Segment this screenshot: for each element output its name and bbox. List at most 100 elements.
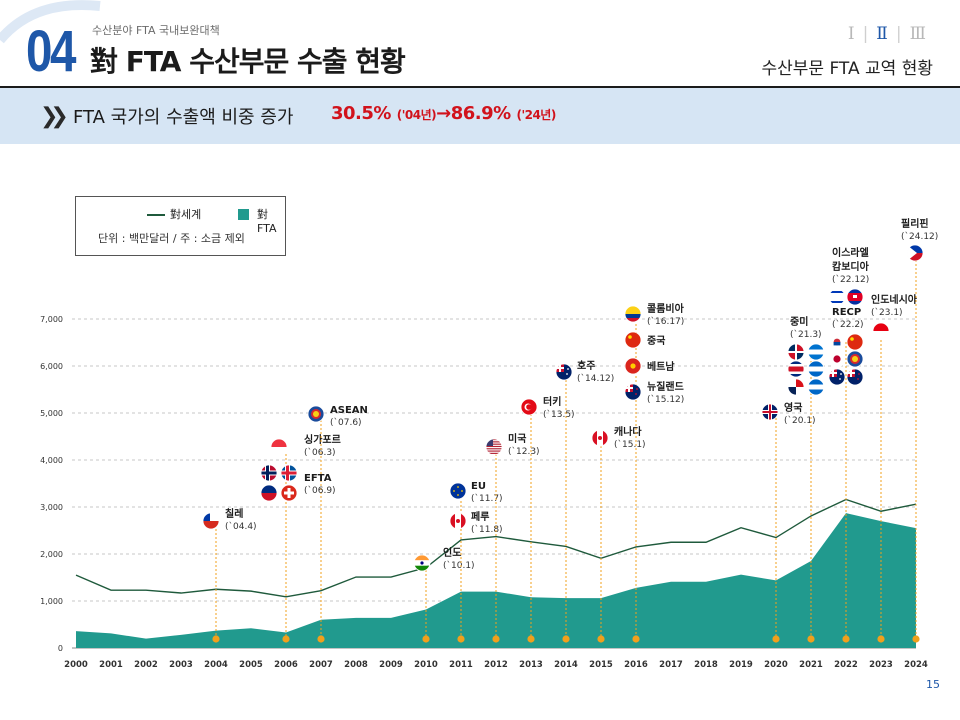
banner-text: FTA 국가의 수출액 비중 증가 — [73, 107, 294, 128]
summary-banner: ❯❯ FTA 국가의 수출액 비중 증가 30.5% ('04년)→86.9% … — [0, 88, 960, 144]
flag-icon-2010-0 — [413, 554, 431, 572]
flag-icon-2016-0 — [624, 305, 642, 323]
flag-fill — [261, 465, 277, 481]
series-area-fta — [76, 513, 916, 648]
flag-part — [625, 306, 641, 314]
section-nav: Ⅰ | Ⅱ | Ⅲ — [847, 24, 926, 44]
flag-fill — [625, 358, 641, 374]
flag-rim — [260, 464, 278, 482]
flag-rim — [846, 368, 864, 386]
flag-part — [829, 291, 845, 293]
x-tick-label: 2017 — [659, 660, 683, 670]
flag-fill — [592, 430, 608, 446]
flag-fill — [556, 364, 572, 380]
nav-roman-1[interactable]: Ⅰ — [847, 24, 855, 44]
subsection-title: 수산부문 FTA 교역 현황 — [761, 59, 933, 79]
flag-part — [566, 373, 568, 375]
flag-part — [850, 337, 854, 341]
flag-rim — [307, 405, 325, 423]
x-tick-label: 2022 — [834, 660, 858, 670]
flag-icon-2013-0 — [520, 398, 538, 416]
annotation-name: RECP — [832, 307, 861, 318]
flag-part — [832, 369, 834, 377]
flag-fill — [788, 361, 804, 377]
marker-dot — [457, 635, 465, 643]
flag-part — [313, 411, 319, 417]
chart-legend: 對세계 對FTA 단위 : 백만달러 / 주 : 소금 제외 — [75, 196, 286, 256]
flag-part — [829, 301, 845, 303]
annotation-date: (`07.6) — [330, 417, 362, 428]
flag-part — [853, 295, 857, 298]
flag-part — [598, 436, 602, 440]
flag-part — [414, 555, 430, 561]
nav-roman-3[interactable]: Ⅲ — [909, 24, 926, 44]
flag-fill — [261, 485, 277, 501]
section-number: 04 — [26, 19, 76, 84]
flag-part — [261, 471, 277, 475]
annotation-date: (`11.7) — [471, 493, 503, 504]
flag-part — [203, 513, 219, 521]
flag-part — [526, 404, 532, 410]
flag-part — [635, 393, 637, 395]
annotation-date: (`15.12) — [647, 394, 684, 405]
flag-rim — [624, 383, 642, 401]
x-tick-label: 2023 — [869, 660, 893, 670]
flag-rim — [449, 482, 467, 500]
annotation-date: (`21.3) — [790, 329, 822, 340]
annotation-name: 캐나다 — [614, 425, 642, 438]
legend-unit-note: 단위 : 백만달러 / 주 : 소금 제외 — [98, 232, 245, 245]
annotation-name: 중미 — [790, 315, 808, 328]
flag-fill — [808, 361, 824, 377]
x-tick-label: 2018 — [694, 660, 718, 670]
header-swoosh-decoration — [0, 0, 101, 44]
flag-rim — [270, 438, 288, 456]
flag-fill — [450, 483, 466, 499]
flag-part — [796, 344, 804, 352]
flag-fill — [450, 513, 466, 529]
page-number: 15 — [926, 678, 940, 691]
arrow-icon: → — [436, 103, 451, 124]
flag-icon-2004-0 — [202, 512, 220, 530]
flag-icon-2024-0 — [906, 244, 924, 262]
flag-icon-2021-1 — [807, 343, 825, 361]
flag-icon-2023-0 — [872, 322, 890, 340]
flag-icon-2022-6 — [828, 368, 846, 386]
flag-icon-2022-5 — [846, 350, 864, 368]
flag-fill — [847, 369, 863, 385]
flag-part — [833, 355, 841, 363]
flag-icon-2016-1 — [624, 331, 642, 349]
legend-fta-label: 對FTA — [257, 208, 277, 235]
flag-rim — [807, 360, 825, 378]
flag-fill — [829, 369, 845, 385]
annotation-name: ASEAN — [330, 405, 368, 416]
flag-fill — [829, 289, 845, 305]
flag-rim — [787, 360, 805, 378]
flag-part — [857, 378, 859, 380]
flag-part — [420, 561, 424, 565]
x-tick-label: 2005 — [239, 660, 263, 670]
nav-roman-2[interactable]: Ⅱ — [876, 24, 888, 44]
flag-icon-2016-3 — [624, 383, 642, 401]
legend-world-label: 對세계 — [170, 208, 202, 221]
annotation-name: 필리핀 — [901, 217, 929, 230]
flag-part — [625, 318, 641, 322]
flag-part — [271, 447, 287, 455]
flag-icon-2007-0 — [307, 405, 325, 423]
annotation-name: 페루 — [471, 510, 489, 523]
annotation-date: (`11.8) — [471, 524, 503, 535]
flag-icon-2015-0 — [591, 429, 609, 447]
flag-part — [788, 351, 804, 353]
x-tick-label: 2000 — [64, 660, 88, 670]
flag-icon-2006-4 — [280, 484, 298, 502]
flag-part — [567, 368, 569, 370]
x-tick-label: 2015 — [589, 660, 613, 670]
flag-part — [281, 471, 297, 475]
banner-to-value: 86.9% — [450, 103, 511, 124]
x-tick-label: 2009 — [379, 660, 403, 670]
flag-rim — [280, 464, 298, 482]
flag-part — [486, 448, 502, 450]
flag-fill — [521, 399, 537, 415]
annotation-date: (`24.12) — [901, 231, 938, 242]
x-tick-label: 2021 — [799, 660, 823, 670]
flag-part — [414, 565, 430, 571]
